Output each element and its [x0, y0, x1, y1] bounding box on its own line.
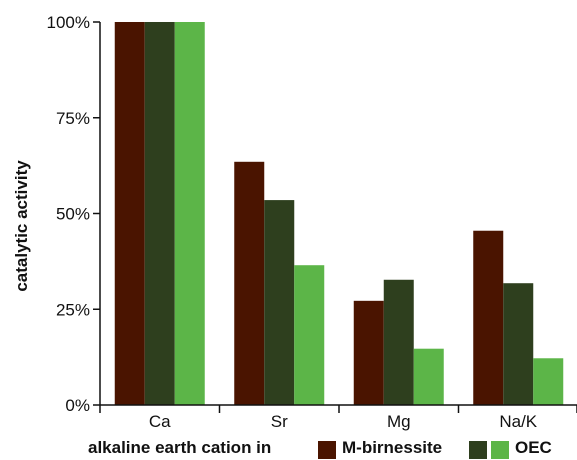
x-tick-label: Sr [271, 412, 288, 431]
y-ticks-group: 0% 25% 50% 75% 100% [47, 13, 100, 415]
bar-series1-na-k [473, 230, 504, 405]
legend-swatch-oec [491, 441, 509, 459]
legend-swatch-series-2 [469, 441, 487, 459]
legend-swatch-m-birnessite [318, 441, 336, 459]
legend-label-oec: OEC [515, 438, 552, 457]
bar-series2-sr [264, 200, 295, 405]
bar-series3-na-k [533, 358, 564, 405]
bars-group [114, 22, 564, 405]
x-tick-label: Mg [387, 412, 411, 431]
x-ticks-group: Ca Sr Mg Na/K [99, 405, 577, 431]
y-axis-title: catalytic activity [12, 160, 31, 292]
y-tick-label: 50% [56, 205, 90, 224]
bar-series3-mg [413, 348, 444, 405]
bar-series2-na-k [503, 283, 534, 405]
y-tick-label: 75% [56, 109, 90, 128]
bar-series1-sr [234, 161, 265, 405]
bar-series2-ca [144, 22, 175, 405]
legend-label-m-birnessite: M-birnessite [342, 438, 442, 457]
x-tick-label: Na/K [499, 412, 537, 431]
bar-series3-sr [294, 265, 325, 405]
y-tick-label: 100% [47, 13, 90, 32]
bar-series2-mg [383, 279, 414, 405]
y-tick-label: 0% [65, 396, 90, 415]
x-axis-title: alkaline earth cation in [88, 438, 271, 457]
bar-series3-ca [174, 22, 205, 405]
bar-series1-ca [114, 22, 145, 405]
bar-series1-mg [353, 300, 384, 405]
x-tick-label: Ca [149, 412, 171, 431]
legend: M-birnessite OEC [318, 438, 552, 459]
y-tick-label: 25% [56, 300, 90, 319]
